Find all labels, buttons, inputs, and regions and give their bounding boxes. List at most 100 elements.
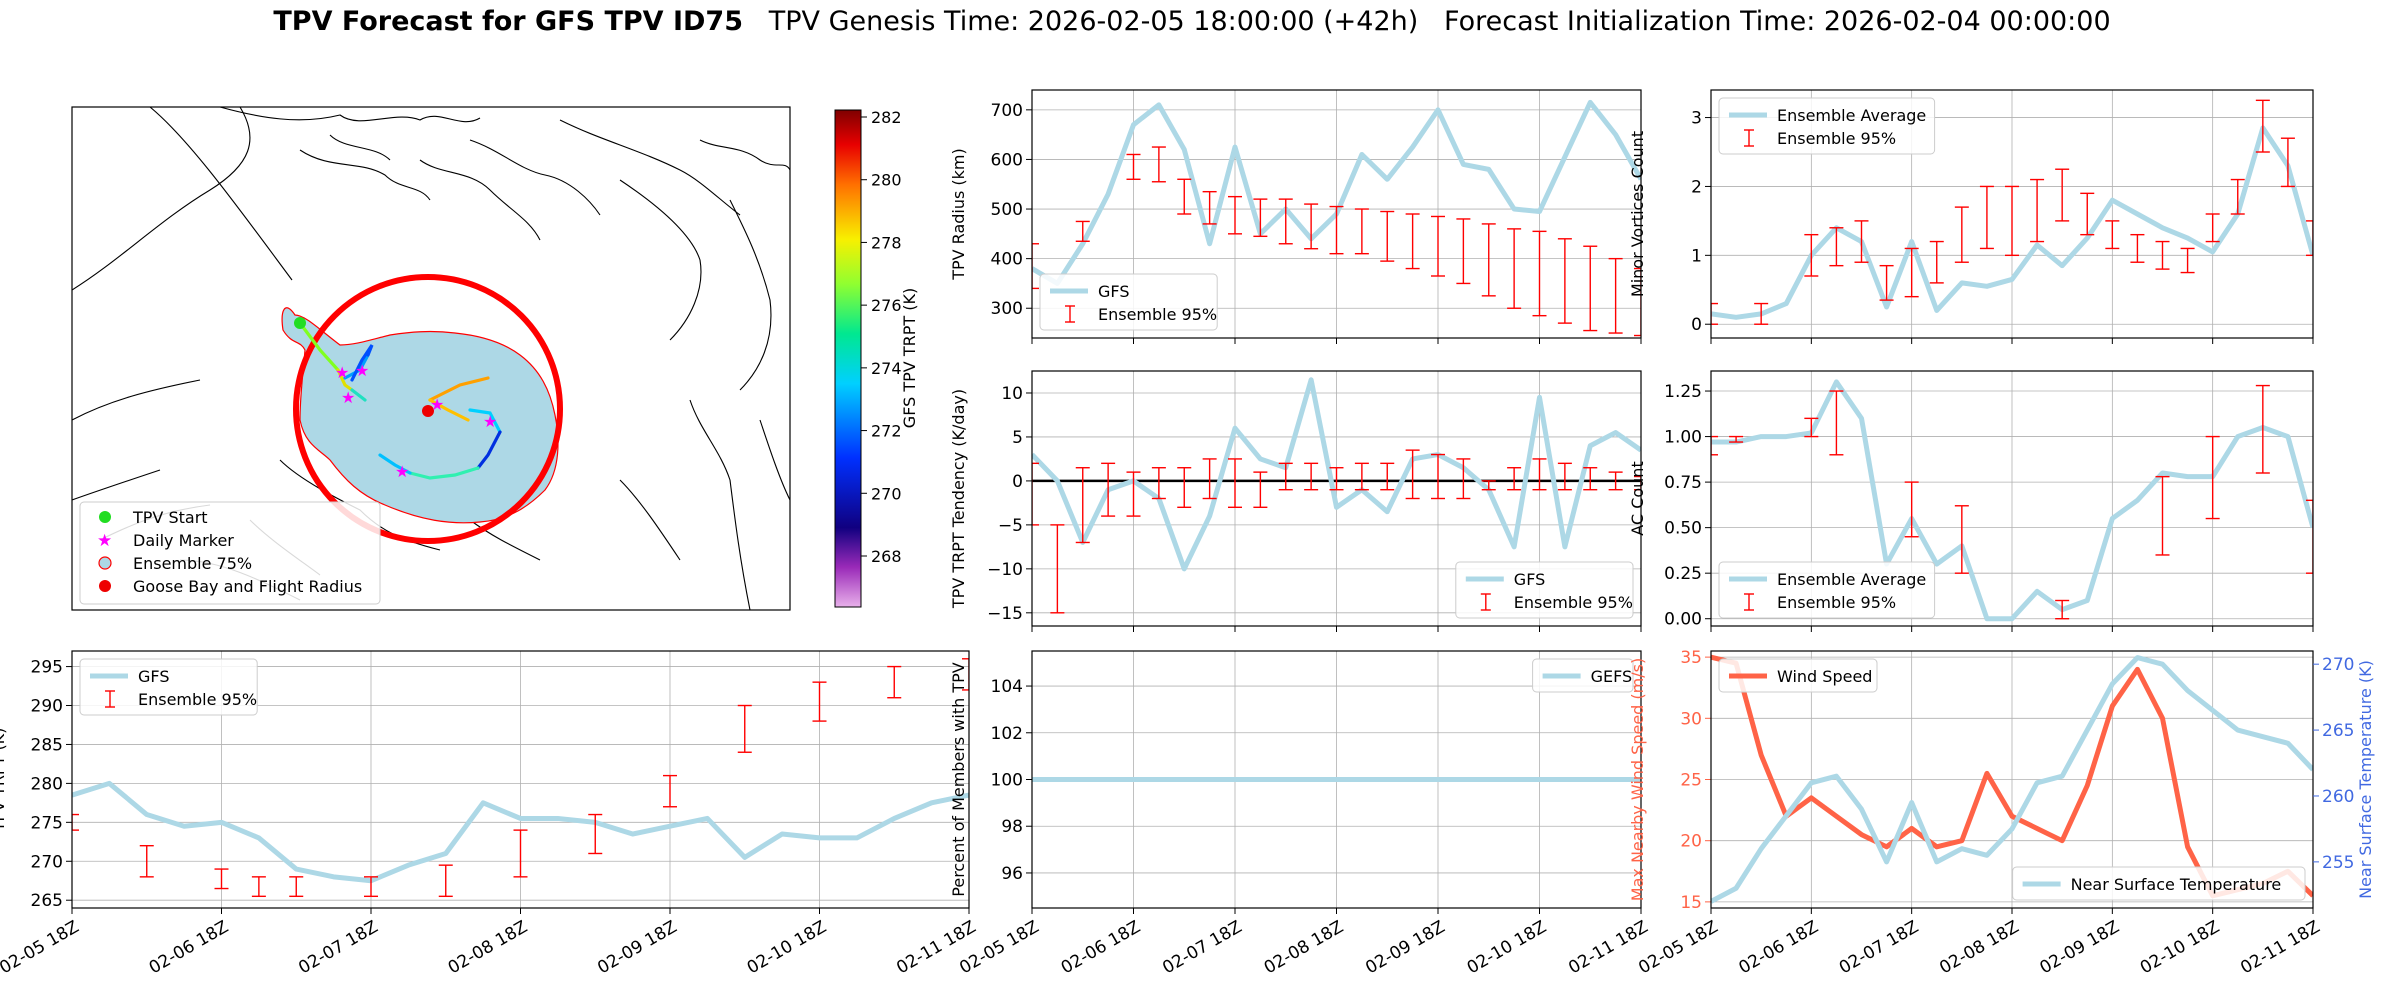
colorbar-label: GFS TPV TRPT (K) bbox=[900, 288, 919, 428]
y-tick-label-right: 255 bbox=[2322, 853, 2354, 873]
y-tick-label: 275 bbox=[31, 813, 63, 833]
svg-text:★: ★ bbox=[430, 395, 444, 414]
errorbar bbox=[1304, 462, 1319, 491]
errorbar bbox=[663, 774, 677, 808]
errorbar bbox=[1634, 475, 1641, 491]
legend-errorbar-icon bbox=[1065, 305, 1075, 323]
legend-box bbox=[1455, 561, 1634, 619]
legend-label: Ensemble Average bbox=[1777, 106, 1926, 125]
errorbar bbox=[1507, 467, 1522, 491]
errorbar bbox=[1075, 467, 1090, 544]
errorbar bbox=[1481, 223, 1496, 297]
legend-ensemble-75: Ensemble 75% bbox=[133, 554, 252, 573]
title-bold: TPV Forecast for GFS TPV ID75 bbox=[273, 6, 743, 37]
x-tick-label: 02-11 18Z bbox=[1565, 917, 1651, 978]
errorbar bbox=[1829, 227, 1844, 267]
errorbar bbox=[1608, 471, 1623, 491]
y-tick-label: 0.00 bbox=[1664, 610, 1702, 630]
errorbar bbox=[1354, 208, 1369, 255]
y-tick-label: 700 bbox=[991, 101, 1023, 121]
errorbar bbox=[2306, 220, 2313, 257]
errorbar bbox=[1329, 205, 1344, 255]
legend: Ensemble Average Ensemble 95% bbox=[1718, 561, 1936, 619]
series-group bbox=[1032, 99, 1641, 337]
errorbar bbox=[2306, 499, 2313, 574]
legend-box bbox=[79, 658, 258, 716]
x-tick-label: 02-09 18Z bbox=[2037, 917, 2123, 978]
errorbar bbox=[1151, 467, 1166, 500]
x-tick-label: 02-11 18Z bbox=[2237, 917, 2323, 978]
errorbar bbox=[72, 813, 79, 831]
errorbar bbox=[1228, 195, 1242, 235]
errorbar bbox=[139, 844, 154, 878]
y-tick-label: 295 bbox=[31, 658, 63, 678]
errorbar bbox=[1929, 240, 1944, 284]
errorbar bbox=[2205, 213, 2220, 243]
colorbar-tick-label: 280 bbox=[871, 171, 902, 190]
errorbar bbox=[1481, 480, 1496, 491]
y-axis-label: TPV Radius (km) bbox=[949, 148, 968, 281]
y-tick-label: 3 bbox=[1691, 109, 1702, 129]
errorbar bbox=[1583, 467, 1598, 491]
errorbar bbox=[2055, 168, 2070, 222]
errorbar bbox=[1278, 462, 1293, 491]
legend-errorbar-icon bbox=[1480, 593, 1491, 611]
legend-label: GEFS bbox=[1591, 667, 1633, 686]
errorbar bbox=[1979, 185, 1994, 250]
errorbar bbox=[2030, 178, 2045, 243]
errorbar bbox=[1804, 417, 1819, 438]
map-legend: TPV Start ★ Daily Marker Ensemble 75% Go… bbox=[79, 501, 381, 605]
errorbar bbox=[1557, 462, 1572, 491]
y-axis-label: Max Nearby Wind Speed (m/s) bbox=[1628, 658, 1647, 901]
svg-text:★: ★ bbox=[335, 363, 349, 382]
legend-box bbox=[2012, 866, 2306, 901]
y-tick-label: 0.50 bbox=[1664, 519, 1702, 539]
errorbar bbox=[2255, 384, 2270, 474]
legend: GFS Ensemble 95% bbox=[79, 658, 258, 716]
colorbar: 282 280 278 276 274 272 270 268 GFS TPV TRPT (K… bbox=[834, 108, 919, 608]
errorbar bbox=[1854, 220, 1869, 263]
legend-errorbar-icon bbox=[1744, 129, 1754, 147]
legend-label: Wind Speed bbox=[1777, 667, 1872, 686]
colorbar-tick-label: 272 bbox=[871, 422, 902, 441]
errorbar bbox=[1711, 435, 1718, 456]
x-tick-label: 02-10 18Z bbox=[744, 917, 830, 978]
legend: Near Surface Temperature bbox=[2012, 866, 2306, 901]
flight-radius-circle bbox=[293, 274, 563, 544]
errorbar bbox=[1253, 471, 1268, 508]
series-group bbox=[1711, 379, 2313, 622]
y-tick-label: 0 bbox=[1012, 472, 1023, 492]
colorbar-tick-label: 278 bbox=[871, 233, 902, 252]
legend: Wind Speed bbox=[1718, 658, 1878, 693]
errorbar bbox=[1354, 462, 1369, 491]
legend-label: Ensemble Average bbox=[1777, 570, 1926, 589]
errorbar bbox=[2130, 233, 2145, 263]
series-group bbox=[1711, 99, 2313, 325]
y-tick-label: 35 bbox=[1680, 648, 1702, 668]
x-tick-label: 02-08 18Z bbox=[1936, 917, 2022, 978]
y-tick-label: 0.75 bbox=[1664, 473, 1702, 493]
errorbar bbox=[1804, 233, 1819, 277]
errorbar bbox=[1829, 390, 1844, 456]
errorbar bbox=[1507, 228, 1522, 309]
chart-trpt: 265 270 275 280 285 290 295 02-05 18Z 02-06 18Z 0… bbox=[0, 650, 980, 978]
errorbar bbox=[1405, 213, 1420, 270]
series-group bbox=[1032, 377, 1641, 614]
y-tick-label-right: 260 bbox=[2322, 787, 2354, 807]
errorbar bbox=[1380, 462, 1395, 491]
legend-ensemble-75-icon bbox=[98, 556, 112, 570]
errorbar bbox=[2280, 137, 2295, 188]
legend-goose-bay-icon bbox=[99, 580, 111, 592]
svg-text:★: ★ bbox=[355, 361, 369, 380]
x-tick-label: 02-10 18Z bbox=[2137, 917, 2223, 978]
y-tick-label: 500 bbox=[991, 200, 1023, 220]
y-tick-label: −5 bbox=[998, 516, 1023, 536]
errorbar bbox=[812, 681, 827, 722]
x-tick-label: 02-06 18Z bbox=[1058, 917, 1144, 978]
legend-errorbar-icon bbox=[1744, 593, 1754, 611]
y-tick-label: 2 bbox=[1691, 177, 1702, 197]
y-tick-label: 285 bbox=[31, 735, 63, 755]
errorbar bbox=[1954, 505, 1969, 574]
